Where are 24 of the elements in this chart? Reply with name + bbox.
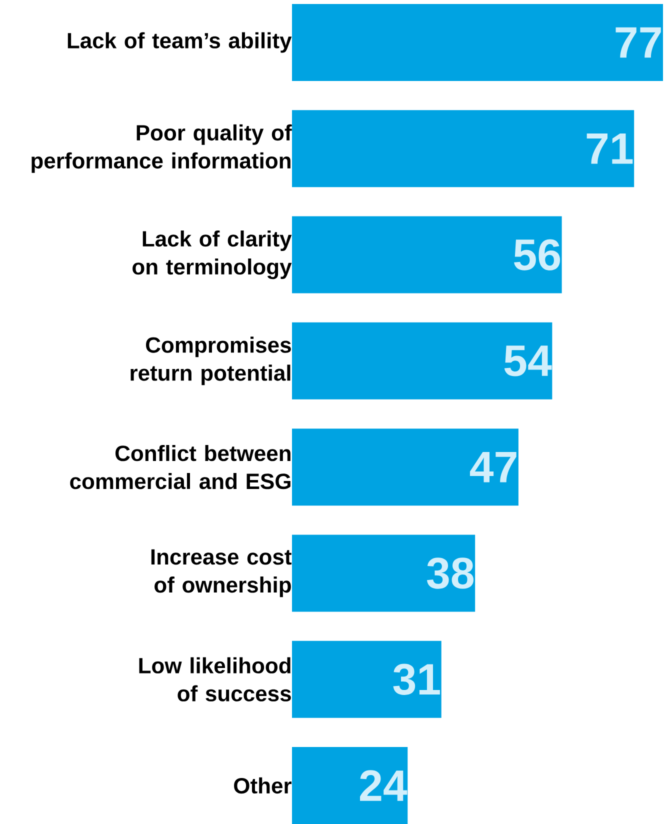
data-label: 24 [360, 770, 408, 801]
bar [292, 428, 518, 506]
bar [292, 110, 634, 188]
y-tick-label: Lack of clarity on terminology [132, 230, 292, 280]
y-tick-label: Lack of team’s ability [68, 32, 292, 53]
y-tick-label: Compromises return potential [130, 336, 291, 386]
data-label: 31 [393, 664, 440, 695]
y-tick-label: Poor quality of performance information [32, 124, 292, 173]
data-label: 54 [504, 346, 552, 376]
y-tick-label: Conflict between commercial and ESG [70, 444, 290, 490]
bar [292, 4, 663, 82]
bar [292, 746, 408, 824]
bar [292, 322, 552, 400]
y-tick-label: Low likelihood of success [139, 657, 291, 702]
data-label: 56 [514, 239, 560, 270]
data-label: 77 [616, 27, 661, 58]
data-label: 47 [470, 452, 516, 482]
bar [292, 640, 442, 718]
y-tick-label: Increase cost of ownership [151, 549, 292, 598]
bar [292, 534, 476, 612]
data-label: 38 [426, 558, 474, 589]
y-tick-label: Other [234, 777, 292, 794]
data-label: 71 [586, 134, 633, 164]
bar [292, 216, 562, 294]
